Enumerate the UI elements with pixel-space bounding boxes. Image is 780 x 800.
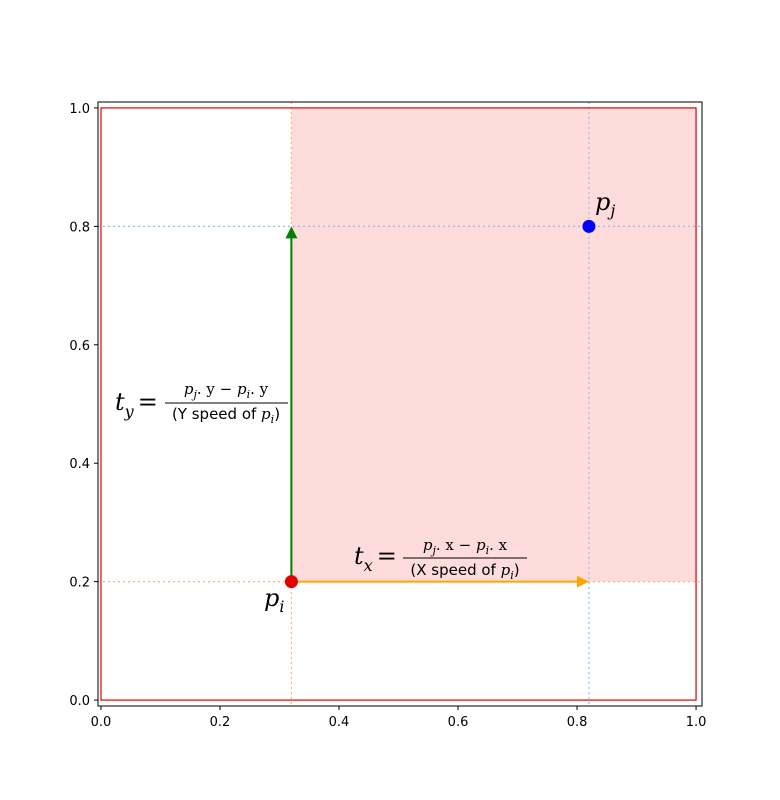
formula-tx-numerator: pj. x − pi. x xyxy=(423,536,508,557)
point-label-pi: pi xyxy=(264,584,285,616)
formula-tx: tx = pj. x − pi. x (X speed of pi) xyxy=(354,536,527,582)
arrow-head-tx xyxy=(576,575,589,588)
point-label-pj: pj xyxy=(595,188,615,220)
y-tick-label: 0.6 xyxy=(69,339,90,354)
formula-tx-lhs: tx = xyxy=(354,542,397,575)
y-tick-label: 0.0 xyxy=(69,694,90,709)
y-tick-label: 0.8 xyxy=(69,220,90,235)
point-pi xyxy=(284,575,298,589)
arrow-head-ty xyxy=(285,226,298,239)
y-tick-label: 0.4 xyxy=(69,457,90,472)
x-tick-label: 0.2 xyxy=(210,715,231,730)
formula-tx-denominator: (X speed of pi) xyxy=(410,561,519,582)
formula-ty-numerator: pj. y − pi. y xyxy=(184,380,269,401)
plot-layer: 0.0 0.2 0.4 0.6 0.8 1.0 0.0 0.2 0.4 0.6 0.8 1.0 xyxy=(69,101,707,730)
axes-frame xyxy=(97,101,703,707)
x-tick-label: 1.0 xyxy=(686,715,707,730)
formula-ty-denominator: (Y speed of pi) xyxy=(172,405,280,426)
y-tick-label: 1.0 xyxy=(69,102,90,117)
x-tick-label: 0.4 xyxy=(329,715,350,730)
formula-ty: ty = pj. y − pi. y (Y speed of pi) xyxy=(115,380,288,426)
point-pj xyxy=(582,219,596,233)
boundary-rect xyxy=(100,107,697,701)
x-tick-label: 0.8 xyxy=(567,715,588,730)
y-tick-label: 0.2 xyxy=(69,576,90,591)
x-tick-label: 0.0 xyxy=(91,715,112,730)
formula-ty-lhs: ty = xyxy=(115,388,158,421)
x-tick-label: 0.6 xyxy=(448,715,469,730)
shaded-region xyxy=(291,107,697,582)
